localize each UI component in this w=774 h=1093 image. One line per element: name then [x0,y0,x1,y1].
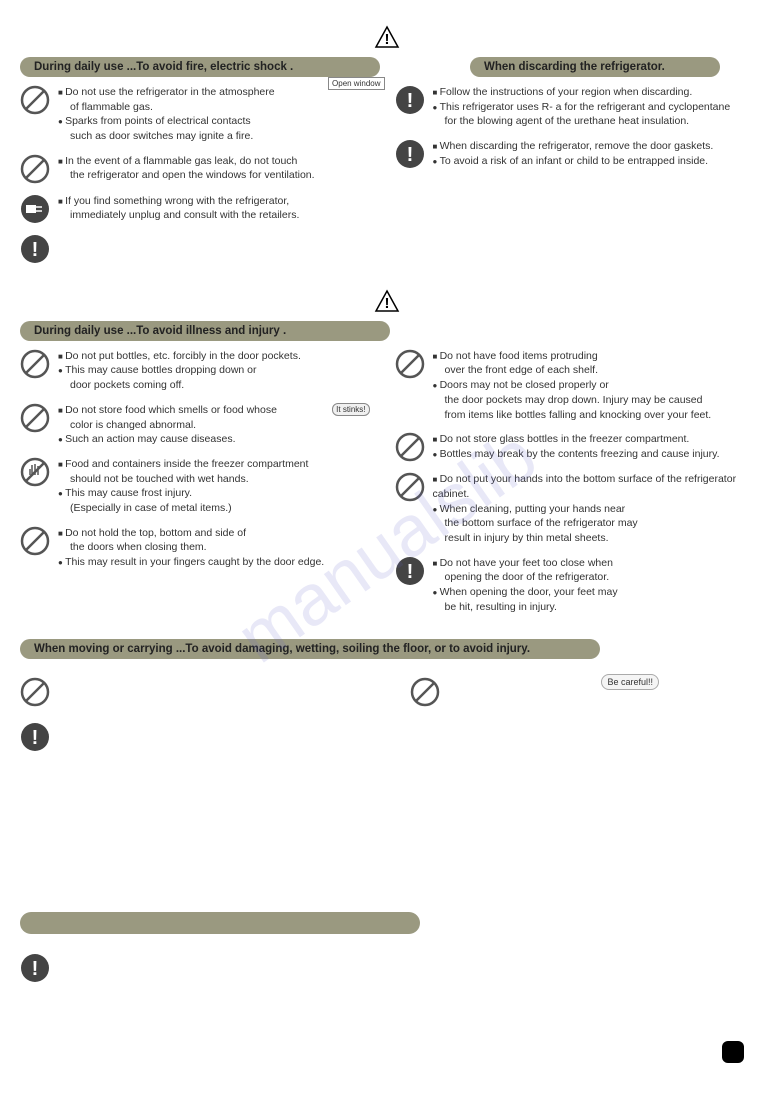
text: Follow the instructions of your region w… [433,85,755,100]
item-feet-close: ! Do not have your feet too close when o… [395,556,755,615]
text: This may result in your fingers caught b… [58,555,380,570]
plug-icon [20,194,50,224]
exclamation-icon: ! [20,953,50,983]
text: the bottom surface of the refrigerator m… [433,516,755,531]
item-unplug: If you find something wrong with the ref… [20,194,380,224]
text: Bottles may break by the contents freezi… [433,447,755,462]
text: To avoid a risk of an infant or child to… [433,154,755,169]
item-protruding: Do not have food items protruding over t… [395,349,755,422]
text: color is changed abnormal. [58,418,380,433]
text: be hit, resulting in injury. [433,600,755,615]
text: opening the door of the refrigerator. [433,570,755,585]
text: result in injury by thin metal sheets. [433,531,755,546]
text: When opening the door, your feet may [433,585,755,600]
text: Food and containers inside the freezer c… [58,457,380,472]
header-illness: During daily use ...To avoid illness and… [20,321,390,341]
header-moving: When moving or carrying ...To avoid dama… [20,639,600,659]
exclamation-icon: ! [395,556,425,586]
text: Sparks from points of electrical contact… [58,114,380,129]
text: from items like bottles falling and knoc… [433,408,755,423]
text: If you find something wrong with the ref… [58,194,380,209]
item-remove-gaskets: ! When discarding the refrigerator, remo… [395,139,755,169]
prohibition-icon [20,677,50,707]
section-illness-injury: During daily use ...To avoid illness and… [20,321,754,625]
text: Do not put bottles, etc. forcibly in the… [58,349,380,364]
prohibition-icon [395,472,425,502]
item-bottles-pockets: Do not put bottles, etc. forcibly in the… [20,349,380,393]
prohibition-icon [20,154,50,184]
prohibition-icon [20,403,50,433]
svg-text:!: ! [32,958,39,980]
item-food-smell: Do not store food which smells or food w… [20,403,380,447]
be-careful-label: Be careful!! [601,674,659,690]
text: such as door switches may ignite a fire. [58,129,380,144]
text: should not be touched with wet hands. [58,472,380,487]
header-discarding: When discarding the refrigerator. [470,57,720,77]
prohibition-icon [20,349,50,379]
text: In the event of a flammable gas leak, do… [58,154,380,169]
exclamation-icon: ! [395,85,425,115]
section-empty: ! [20,912,754,983]
prohibition-icon [395,349,425,379]
prohibition-icon [410,677,440,707]
svg-text:!: ! [385,295,390,312]
text: (Especially in case of metal items.) [58,501,380,516]
svg-text:!: ! [32,727,39,749]
alert-triangle-top: ! [20,25,754,52]
text: Do not hold the top, bottom and side of [58,526,380,541]
text: of flammable gas. [58,100,380,115]
svg-text:!: ! [406,144,413,166]
section-moving: When moving or carrying ...To avoid dama… [20,639,754,752]
prohibition-icon [395,432,425,462]
prohibition-icon [20,85,50,115]
open-window-label: Open window [328,77,384,90]
text: Do not put your hands into the bottom su… [433,472,755,501]
text: immediately unplug and consult with the … [58,208,380,223]
svg-text:!: ! [406,90,413,112]
no-touch-icon [20,457,50,487]
text: the refrigerator and open the windows fo… [58,168,380,183]
text: When cleaning, putting your hands near [433,502,755,517]
text: Doors may not be closed properly or [433,378,755,393]
svg-text:!: ! [32,239,39,261]
item-wet-hands: Food and containers inside the freezer c… [20,457,380,516]
exclamation-icon: ! [20,234,50,264]
text: This may cause bottles dropping down or [58,363,380,378]
header-daily-fire: During daily use ...To avoid fire, elect… [20,57,380,77]
stinks-label: It stinks! [332,403,369,416]
alert-triangle-mid: ! [20,289,754,316]
svg-text:!: ! [406,561,413,583]
text: This refrigerator uses R- a for the refr… [433,100,755,115]
text: door pockets coming off. [58,378,380,393]
exclamation-icon: ! [395,139,425,169]
text: Do not store glass bottles in the freeze… [433,432,755,447]
text: Such an action may cause diseases. [58,432,380,447]
section-fire-discard: During daily use ...To avoid fire, elect… [20,57,754,274]
item-discard-instructions: ! Follow the instructions of your region… [395,85,755,129]
prohibition-icon [20,526,50,556]
svg-text:!: ! [385,31,390,48]
text: for the blowing agent of the urethane he… [433,114,755,129]
text: Do not have your feet too close when [433,556,755,571]
item-exclaim: ! [20,234,380,264]
exclamation-icon: ! [20,722,50,752]
text: This may cause frost injury. [58,486,380,501]
text: the door pockets may drop down. Injury m… [433,393,755,408]
item-bottom-surface: Do not put your hands into the bottom su… [395,472,755,545]
item-door-close: Do not hold the top, bottom and side of … [20,526,380,570]
item-gas-leak: In the event of a flammable gas leak, do… [20,154,380,184]
text: When discarding the refrigerator, remove… [433,139,755,154]
text: over the front edge of each shelf. [433,363,755,378]
header-empty [20,912,420,934]
item-flammable-gas: Do not use the refrigerator in the atmos… [20,85,380,144]
text: the doors when closing them. [58,540,380,555]
item-glass-bottles: Do not store glass bottles in the freeze… [395,432,755,462]
page-marker [722,1041,744,1063]
text: Do not have food items protruding [433,349,755,364]
